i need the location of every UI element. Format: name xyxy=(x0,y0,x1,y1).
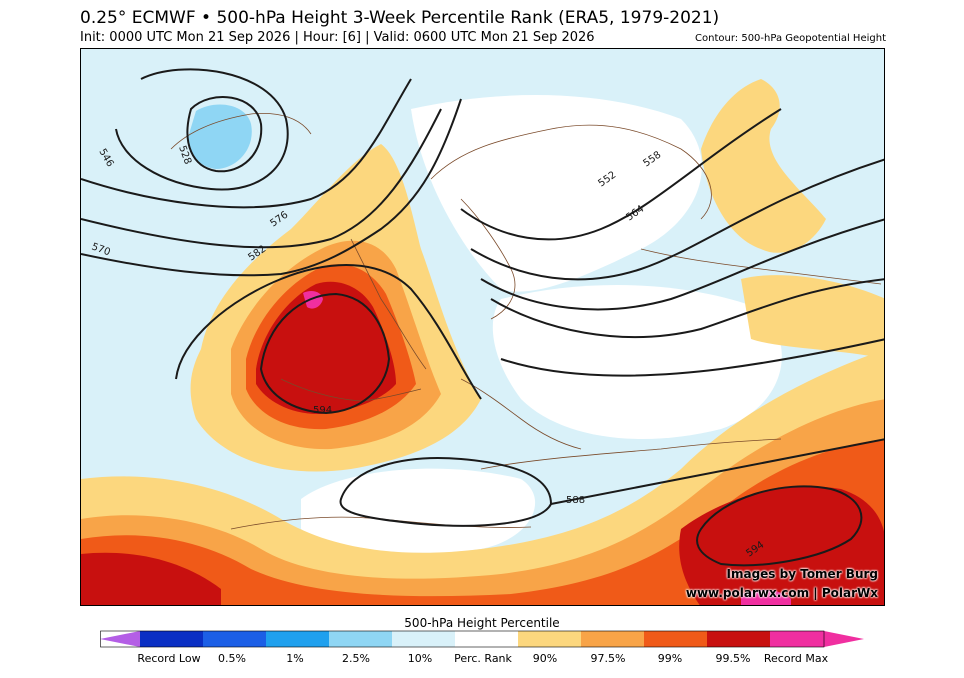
colorbar-record-max-arrow xyxy=(824,631,864,647)
record-max-spot-west xyxy=(303,291,323,309)
colorbar-labels: Record Low 0.5% 1% 2.5% 10% Perc. Rank 9… xyxy=(0,652,964,668)
map-title: 0.25° ECMWF • 500-hPa Height 3-Week Perc… xyxy=(80,8,720,28)
coastlines xyxy=(170,113,882,530)
colorbar-label: 10% xyxy=(407,652,433,665)
neutral-area-central xyxy=(492,285,782,439)
height-contours xyxy=(81,68,884,567)
record-max-spot-south xyxy=(741,589,791,605)
colorbar-label: 97.5% xyxy=(590,652,626,665)
colorbar-segment xyxy=(140,631,203,647)
colorbar-segment xyxy=(329,631,392,647)
colorbar-outline xyxy=(100,630,825,648)
colorbar-label: 99.5% xyxy=(715,652,751,665)
colorbar-segment xyxy=(392,631,455,647)
ridge-90-east-mid xyxy=(741,275,884,359)
map-svg: 528 546 570 576 582 594 552 558 564 588 … xyxy=(81,49,884,605)
map-subtitle: Init: 0000 UTC Mon 21 Sep 2026 | Hour: [… xyxy=(80,30,595,45)
colorbar-segment xyxy=(455,631,518,647)
colorbar xyxy=(100,630,864,648)
credit-website: www.polarwx.com | PolarWx xyxy=(685,586,878,600)
colorbar-segment xyxy=(266,631,329,647)
low-anomaly-blob xyxy=(188,104,252,169)
ridge-995-west xyxy=(256,281,396,415)
colorbar-label: 90% xyxy=(532,652,558,665)
colorbar-record-low-arrow xyxy=(100,631,140,647)
colorbar-segment xyxy=(707,631,770,647)
neutral-area-south xyxy=(301,468,536,553)
ridge-995-southwest xyxy=(81,552,221,605)
contour-note: Contour: 500-hPa Geopotential Height xyxy=(695,33,886,44)
colorbar-label: 2.5% xyxy=(342,652,370,665)
colorbar-segment xyxy=(518,631,581,647)
colorbar-label: Perc. Rank xyxy=(454,652,512,665)
map-panel: 528 546 570 576 582 594 552 558 564 588 … xyxy=(80,48,885,606)
ridge-995-southeast xyxy=(679,486,884,605)
colorbar-label: 1% xyxy=(286,652,304,665)
colorbar-segment xyxy=(203,631,266,647)
ridge-90-east-north xyxy=(701,79,826,253)
neutral-area-north xyxy=(411,95,702,292)
colorbar-label: Record Max xyxy=(763,652,829,665)
colorbar-segment xyxy=(644,631,707,647)
colorbar-segment xyxy=(581,631,644,647)
colorbar-label: 0.5% xyxy=(218,652,246,665)
colorbar-segment xyxy=(770,631,824,647)
colorbar-label: 99% xyxy=(657,652,683,665)
contour-label: 594 xyxy=(313,405,332,416)
colorbar-title: 500-hPa Height Percentile xyxy=(404,616,560,630)
contour-label: 588 xyxy=(566,495,585,506)
credit-author: Images by Tomer Burg xyxy=(726,567,878,581)
colorbar-label: Record Low xyxy=(137,652,201,665)
